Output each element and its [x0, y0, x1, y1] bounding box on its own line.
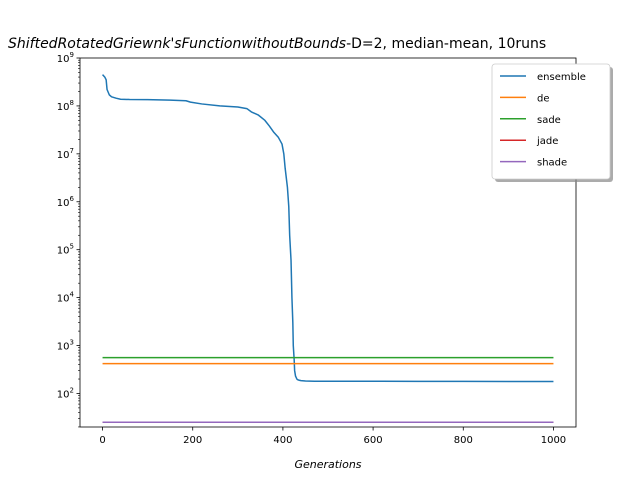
x-tick-label: 800	[454, 435, 473, 446]
x-tick-label: 0	[99, 435, 105, 446]
x-tick-label: 200	[183, 435, 202, 446]
legend-box	[491, 63, 611, 180]
chart-title: ShiftedRotatedGriewnk'sFunctionwithoutBo…	[8, 36, 546, 52]
chart-title-rest: -D=2, median-mean, 10runs	[346, 36, 546, 52]
legend-label-shade: shade	[537, 158, 567, 169]
y-tick-label: 103	[57, 339, 74, 353]
legend-label-ensemble: ensemble	[537, 72, 586, 83]
y-tick-label: 108	[57, 99, 74, 113]
y-tick-label: 109	[57, 51, 74, 65]
x-tick-label: 400	[273, 435, 292, 446]
y-tick-label: 105	[57, 243, 74, 257]
y-tick-label: 107	[57, 147, 74, 161]
axes-frame	[79, 57, 577, 428]
x-axis-label: Generations	[294, 458, 361, 471]
y-tick-label: 102	[57, 386, 74, 400]
x-tick-label: 600	[364, 435, 383, 446]
y-tick-label: 106	[57, 195, 75, 209]
legend: ensemble de sade jade shade	[491, 63, 613, 182]
legend-label-sade: sade	[537, 115, 561, 126]
x-axis: 0 200 400 600 800 1000	[99, 427, 566, 446]
legend-label-jade: jade	[536, 136, 558, 147]
chart-title-italic: ShiftedRotatedGriewnk'sFunctionwithoutBo…	[8, 36, 346, 52]
plot-area	[79, 57, 577, 428]
legend-label-de: de	[537, 93, 550, 104]
y-axis: 102 103 104 105 106 107 108 109	[57, 51, 80, 428]
y-tick-label: 104	[57, 291, 75, 305]
series-line-ensemble	[101, 74, 554, 383]
x-tick-label: 1000	[541, 435, 566, 446]
